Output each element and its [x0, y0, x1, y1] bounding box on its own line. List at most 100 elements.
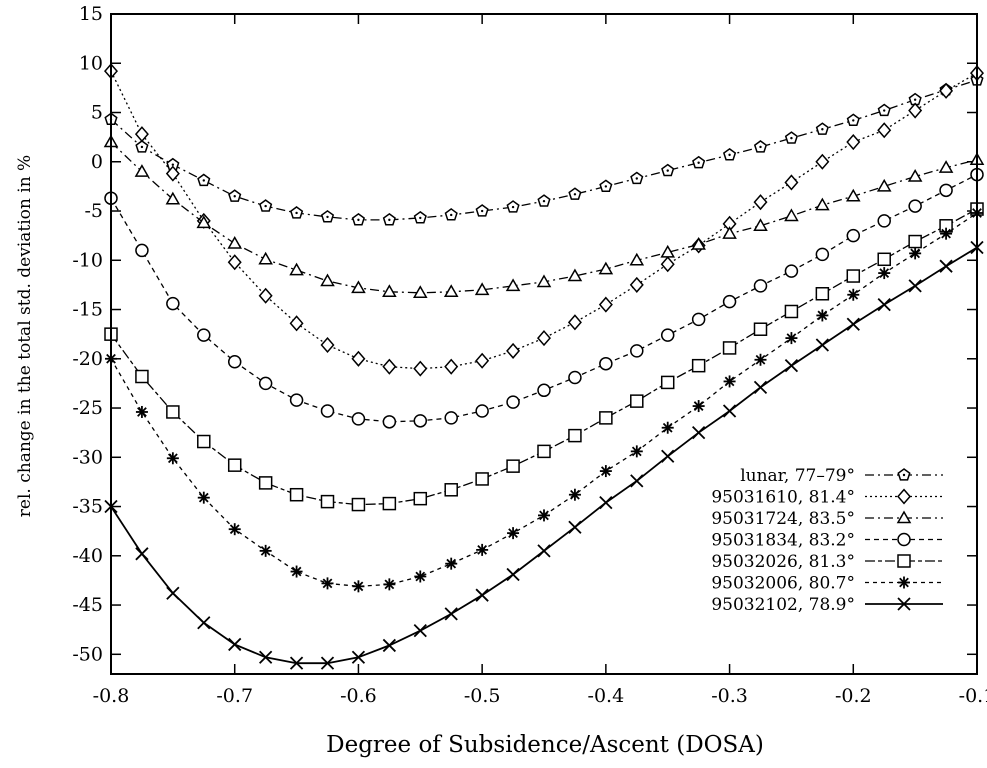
legend-marker	[897, 597, 911, 611]
x-marker-stroke	[722, 404, 737, 418]
data-point	[753, 194, 768, 211]
data-point	[351, 650, 366, 664]
series-4	[104, 167, 984, 429]
y-tick-label: 10	[79, 52, 103, 74]
asterisk-stroke	[322, 578, 333, 589]
data-point	[630, 474, 644, 488]
asterisk-stroke	[910, 248, 921, 259]
asterisk-stroke	[755, 354, 766, 365]
series-1	[104, 73, 984, 226]
x-tick-label: -0.2	[835, 685, 872, 707]
x-marker-stroke	[135, 547, 149, 561]
data-point	[784, 304, 799, 319]
data-point	[134, 126, 149, 143]
x-marker-stroke	[259, 650, 273, 664]
asterisk-stroke	[662, 422, 673, 433]
data-point	[413, 414, 428, 428]
x-marker-stroke	[320, 656, 335, 670]
data-point	[878, 267, 891, 280]
data-point	[166, 296, 180, 311]
data-point	[228, 637, 242, 652]
x-marker-stroke	[506, 567, 520, 582]
data-point	[784, 208, 799, 222]
data-point	[815, 287, 830, 301]
data-point	[259, 650, 273, 664]
y-tick-label: -25	[72, 397, 103, 419]
data-point	[227, 254, 242, 271]
data-point	[907, 169, 923, 182]
data-point	[567, 268, 583, 282]
data-point	[939, 183, 953, 198]
data-point-dot	[450, 213, 453, 217]
data-point	[321, 577, 334, 590]
data-point	[134, 164, 150, 177]
data-point	[846, 269, 861, 283]
data-point	[568, 370, 582, 385]
data-point	[723, 375, 736, 388]
data-point	[599, 356, 613, 371]
x-tick-label: -0.5	[464, 685, 501, 707]
data-point	[135, 243, 149, 258]
data-point-dot	[604, 185, 608, 188]
data-point	[908, 279, 922, 293]
data-point-dot	[697, 161, 700, 164]
legend-marker	[898, 576, 910, 589]
asterisk-stroke	[693, 401, 704, 411]
data-point	[197, 616, 211, 630]
y-tick-label: -15	[72, 299, 103, 321]
x-marker-stroke	[475, 588, 489, 602]
data-point-dot	[419, 216, 422, 220]
data-point	[815, 197, 830, 211]
data-point	[722, 404, 737, 418]
data-point	[227, 236, 243, 249]
x-marker-stroke	[228, 637, 242, 652]
data-point-dot	[357, 218, 360, 222]
data-point	[877, 297, 891, 312]
y-tick-label: 5	[91, 102, 103, 124]
data-point	[692, 426, 706, 440]
legend-label: 95032006, 80.7°	[711, 574, 855, 594]
data-point	[598, 296, 613, 313]
asterisk-stroke	[539, 510, 549, 521]
data-point	[908, 102, 923, 119]
data-point	[691, 358, 706, 373]
data-point	[352, 580, 365, 593]
asterisk-stroke	[600, 466, 611, 476]
y-axis-title: rel. change in the total std. deviation …	[15, 155, 35, 517]
legend-marker	[897, 532, 911, 547]
asterisk-stroke	[941, 228, 951, 239]
data-point	[290, 565, 303, 578]
data-point	[320, 656, 335, 670]
data-point	[289, 262, 304, 276]
data-point	[939, 82, 954, 99]
y-tick-label: -5	[84, 200, 103, 222]
ticks-layer: -0.8 -0.7 -0.6 -0.5 -0.4 -0.3 -0.2 -0.1 15 10 5 0 -5…	[72, 3, 987, 707]
data-point	[599, 411, 613, 425]
data-point	[166, 586, 180, 600]
x-marker-stroke	[661, 449, 675, 463]
data-point-dot	[140, 145, 144, 149]
x-marker-stroke	[599, 495, 613, 510]
data-point	[753, 279, 768, 293]
data-point	[382, 284, 397, 298]
data-point	[413, 360, 428, 377]
data-point	[753, 218, 768, 232]
data-point	[445, 557, 458, 570]
data-point-dot	[883, 109, 886, 112]
y-tick-label: -20	[72, 348, 103, 370]
data-point	[444, 607, 458, 621]
x-marker-stroke	[197, 616, 211, 630]
data-point	[506, 567, 520, 582]
data-point	[692, 400, 705, 413]
x-marker-stroke	[568, 520, 582, 534]
series-2	[104, 63, 984, 377]
data-point	[722, 341, 737, 355]
data-point	[320, 273, 335, 287]
data-point-dot	[542, 199, 546, 203]
data-point	[630, 344, 644, 358]
data-point	[537, 444, 551, 459]
data-point	[630, 445, 643, 458]
data-point	[351, 350, 366, 367]
asterisk-stroke	[508, 528, 518, 539]
